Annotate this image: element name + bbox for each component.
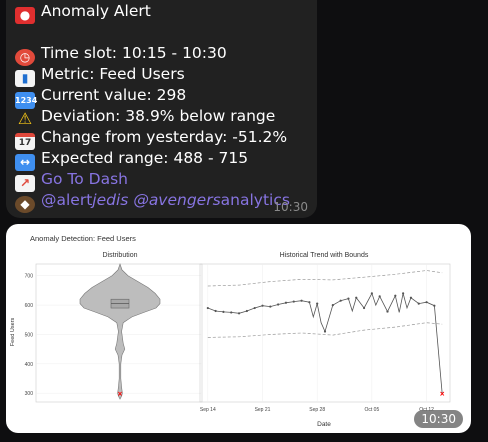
mention-avengersanalytics[interactable]: @avengersanalytics (133, 191, 290, 209)
deviation-line: ⚠ Deviation: 38.9% below range (15, 106, 276, 128)
change-text: Change from yesterday: -51.2% (41, 128, 288, 146)
metric-text: Metric: Feed Users (41, 65, 185, 83)
series-point (308, 301, 311, 304)
x-tick-label: Sep 28 (309, 407, 325, 413)
mention-alert-prefix: @alert (41, 191, 93, 209)
y-axis-label: Feed Users (10, 318, 16, 347)
series-point (214, 309, 217, 313)
series-point (378, 295, 381, 298)
time-slot-line: ◷ Time slot: 10:15 - 10:30 (15, 43, 227, 66)
series-point (425, 301, 428, 304)
trend-frame (199, 263, 451, 403)
y-tick-label: 600 (25, 303, 34, 309)
series-point (394, 294, 397, 297)
calendar-icon: 17 (15, 133, 35, 150)
series-point (222, 310, 225, 313)
series-point (261, 304, 264, 307)
alarm-clock-icon: ◷ (15, 49, 35, 66)
series-point (386, 310, 389, 313)
series-point (277, 303, 280, 306)
violin-current-point: × (118, 389, 123, 398)
current-value-text: Current value: 298 (41, 86, 187, 104)
series-point (370, 292, 373, 295)
violin-title: Distribution (102, 252, 137, 259)
mention-avengers-suffix: analytics (220, 191, 290, 209)
y-tick-label: 400 (25, 362, 34, 368)
x-tick-label: Oct 05 (365, 407, 380, 413)
alert-message-bubble: ● Anomaly Alert ◷ Time slot: 10:15 - 10:30… (6, 0, 317, 218)
series-point (206, 306, 209, 310)
series-point (339, 299, 342, 302)
message-timestamp: 10:30 (273, 200, 308, 214)
warning-icon: ⚠ (17, 109, 33, 128)
numbers-icon: 1234 (15, 92, 37, 109)
mentions-line: ◆ @alertjedis @avengersanalytics (15, 190, 290, 213)
series-point (269, 305, 272, 308)
x-tick-label: Sep 14 (200, 407, 216, 413)
bar-chart-icon: ▮ (15, 70, 35, 87)
y-tick-label: 700 (25, 274, 34, 280)
title-line: ● Anomaly Alert (15, 1, 151, 24)
go-to-dash-link[interactable]: Go To Dash (41, 170, 128, 188)
time-slot-text: Time slot: 10:15 - 10:30 (41, 44, 227, 62)
violin-shape (79, 263, 161, 400)
mention-avengers-prefix: @avengers (133, 191, 221, 209)
expected-range-text: Expected range: 488 - 715 (41, 149, 249, 167)
series-point (355, 296, 358, 299)
series-point (284, 301, 288, 304)
mention-alert-italic: jedis (92, 191, 129, 209)
current-value-line: 1234 Current value: 298 (15, 85, 187, 109)
x-axis-label: Date (317, 421, 331, 428)
figure-title: Anomaly Detection: Feed Users (30, 234, 136, 243)
lower-bound-line (207, 322, 443, 338)
y-tick-label: 300 (25, 391, 34, 397)
metric-line: ▮ Metric: Feed Users (15, 64, 185, 87)
violin-frame (35, 263, 203, 403)
chart-increasing-icon: ↗ (15, 175, 35, 192)
dash-link-line: ↗ Go To Dash (15, 169, 128, 192)
series-point (433, 304, 436, 307)
series-point (402, 292, 405, 295)
trend-title: Historical Trend with Bounds (280, 252, 369, 259)
series-point (331, 304, 334, 307)
series-point (237, 312, 241, 315)
violin-panel: 700 600 500 400 300 × (25, 263, 203, 403)
series-point (316, 302, 319, 305)
series-point (362, 306, 366, 310)
series-point (409, 296, 413, 299)
series-point (300, 299, 303, 302)
trend-current-point: × (440, 389, 445, 398)
left-right-arrow-icon: ↔ (15, 154, 35, 171)
series-point (230, 311, 233, 314)
series-point (292, 300, 295, 303)
series-point (253, 306, 256, 310)
siren-icon: ● (15, 7, 35, 24)
anomaly-chart: Anomaly Detection: Feed Users Distributi… (10, 234, 451, 428)
upper-bound-line (207, 270, 443, 287)
detective-icon: ◆ (15, 196, 35, 213)
alert-title: Anomaly Alert (41, 2, 151, 20)
actual-series-line (207, 292, 443, 394)
image-timestamp: 10:30 (414, 410, 463, 428)
mention-alertjedis[interactable]: @alertjedis (41, 191, 128, 209)
series-point (245, 309, 248, 313)
series-point (417, 302, 420, 305)
chart-image-message[interactable]: Anomaly Detection: Feed Users Distributi… (6, 224, 471, 433)
deviation-text: Deviation: 38.9% below range (41, 107, 276, 125)
x-tick-label: Sep 21 (255, 407, 271, 413)
change-line: 17 Change from yesterday: -51.2% (15, 127, 288, 150)
series-point (347, 297, 350, 300)
series-point (323, 330, 327, 333)
y-tick-label: 500 (25, 332, 34, 338)
expected-range-line: ↔ Expected range: 488 - 715 (15, 148, 249, 171)
